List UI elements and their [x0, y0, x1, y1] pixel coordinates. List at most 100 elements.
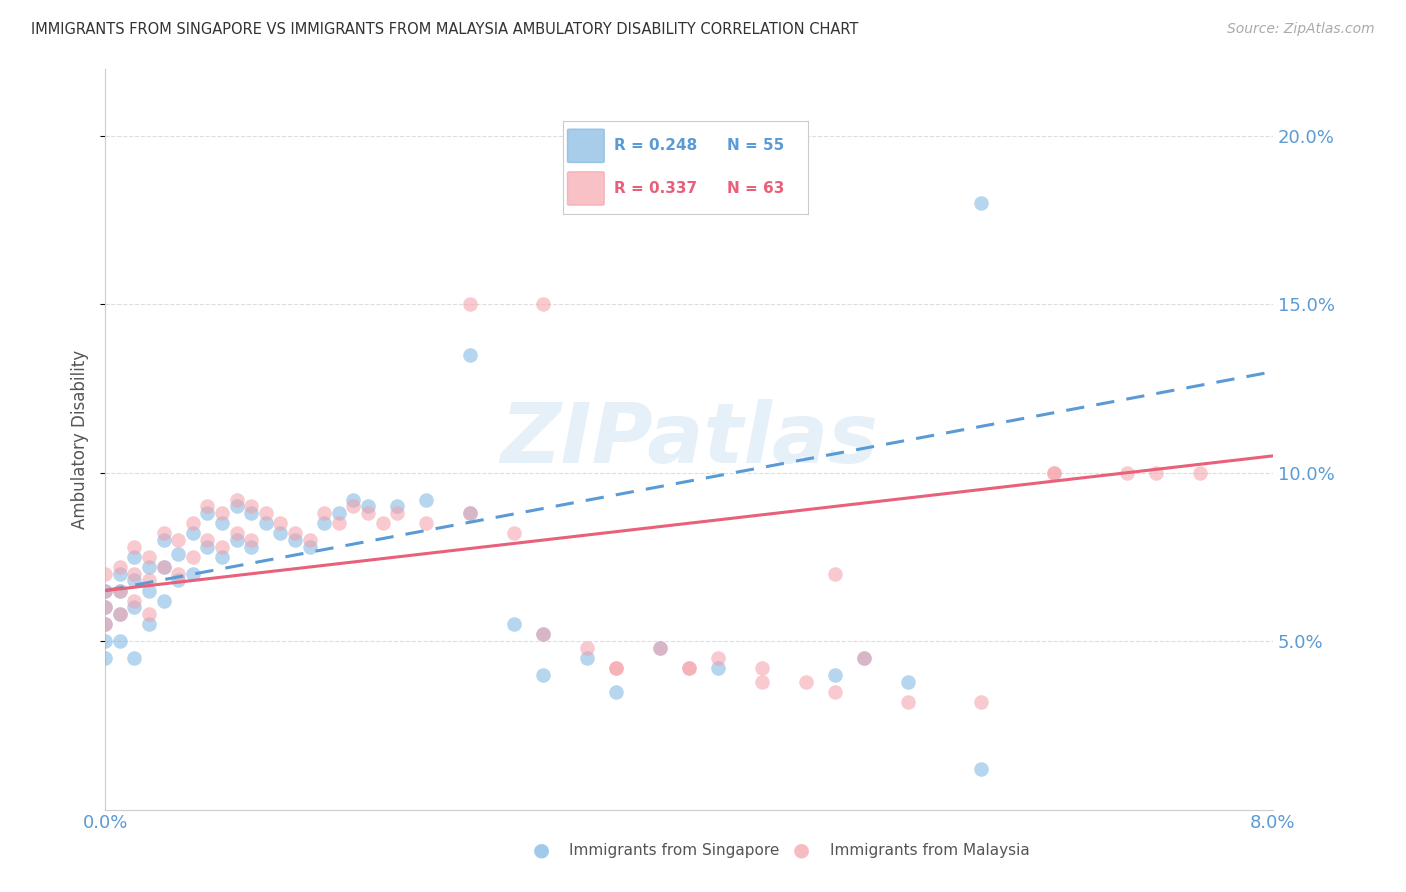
- Point: [211, 506, 233, 520]
- Point: [94, 600, 117, 615]
- Text: Immigrants from Singapore: Immigrants from Singapore: [569, 843, 780, 858]
- Text: R = 0.337: R = 0.337: [614, 181, 697, 196]
- Point: [1188, 466, 1211, 480]
- Point: [138, 607, 160, 622]
- Point: [314, 506, 336, 520]
- Point: [385, 506, 408, 520]
- Point: [707, 661, 730, 675]
- Point: [94, 566, 117, 581]
- Point: [853, 651, 876, 665]
- Point: [94, 583, 117, 598]
- Point: [269, 516, 291, 531]
- Point: [94, 583, 117, 598]
- Point: [94, 617, 117, 632]
- Point: [152, 560, 174, 574]
- Point: [678, 661, 700, 675]
- FancyBboxPatch shape: [568, 129, 605, 162]
- Point: [181, 526, 204, 541]
- Point: [1144, 466, 1167, 480]
- Point: [124, 593, 146, 607]
- Point: [195, 533, 218, 547]
- Point: [108, 583, 131, 598]
- Point: [240, 540, 263, 554]
- Point: [108, 560, 131, 574]
- Point: [108, 566, 131, 581]
- Point: [824, 684, 846, 698]
- Point: [970, 196, 993, 211]
- Point: [181, 516, 204, 531]
- Point: [1043, 466, 1066, 480]
- Point: [328, 506, 350, 520]
- Point: [225, 500, 247, 514]
- Point: [211, 549, 233, 564]
- Point: [211, 540, 233, 554]
- Point: [531, 297, 554, 311]
- FancyBboxPatch shape: [568, 172, 605, 205]
- Point: [94, 634, 117, 648]
- Point: [138, 617, 160, 632]
- Point: [458, 297, 481, 311]
- Point: [138, 583, 160, 598]
- Point: [284, 533, 307, 547]
- Point: [298, 533, 321, 547]
- Point: [152, 526, 174, 541]
- Point: [240, 500, 263, 514]
- Point: [328, 516, 350, 531]
- Point: [138, 560, 160, 574]
- Point: [314, 516, 336, 531]
- Point: [94, 651, 117, 665]
- Point: [342, 500, 364, 514]
- Point: [751, 661, 773, 675]
- Point: [970, 762, 993, 776]
- Text: IMMIGRANTS FROM SINGAPORE VS IMMIGRANTS FROM MALAYSIA AMBULATORY DISABILITY CORR: IMMIGRANTS FROM SINGAPORE VS IMMIGRANTS …: [31, 22, 858, 37]
- Point: [605, 661, 627, 675]
- Point: [970, 695, 993, 709]
- Point: [897, 674, 920, 689]
- Point: [167, 566, 190, 581]
- Point: [575, 651, 598, 665]
- Point: [195, 506, 218, 520]
- Point: [575, 640, 598, 655]
- Point: [415, 492, 437, 507]
- Point: [357, 506, 380, 520]
- Point: [269, 526, 291, 541]
- Point: [385, 500, 408, 514]
- Point: [138, 549, 160, 564]
- Point: [167, 574, 190, 588]
- Point: [531, 668, 554, 682]
- Point: [108, 607, 131, 622]
- Point: [167, 533, 190, 547]
- Point: [357, 500, 380, 514]
- Point: [853, 651, 876, 665]
- Point: [707, 651, 730, 665]
- Point: [94, 600, 117, 615]
- Point: [152, 593, 174, 607]
- Text: ●: ●: [793, 841, 810, 860]
- Text: N = 63: N = 63: [727, 181, 785, 196]
- Text: ●: ●: [533, 841, 550, 860]
- Text: N = 55: N = 55: [727, 138, 785, 153]
- Point: [240, 533, 263, 547]
- Point: [152, 533, 174, 547]
- Point: [108, 634, 131, 648]
- Point: [124, 549, 146, 564]
- Point: [254, 516, 277, 531]
- Point: [195, 500, 218, 514]
- Point: [531, 627, 554, 641]
- Point: [181, 549, 204, 564]
- Point: [254, 506, 277, 520]
- Point: [138, 574, 160, 588]
- Point: [124, 651, 146, 665]
- Point: [284, 526, 307, 541]
- Point: [897, 695, 920, 709]
- Point: [415, 516, 437, 531]
- Point: [648, 640, 671, 655]
- Point: [152, 560, 174, 574]
- Point: [124, 566, 146, 581]
- Point: [225, 492, 247, 507]
- Point: [195, 540, 218, 554]
- Point: [124, 600, 146, 615]
- Text: Source: ZipAtlas.com: Source: ZipAtlas.com: [1227, 22, 1375, 37]
- Point: [678, 661, 700, 675]
- Text: ZIPatlas: ZIPatlas: [501, 399, 877, 480]
